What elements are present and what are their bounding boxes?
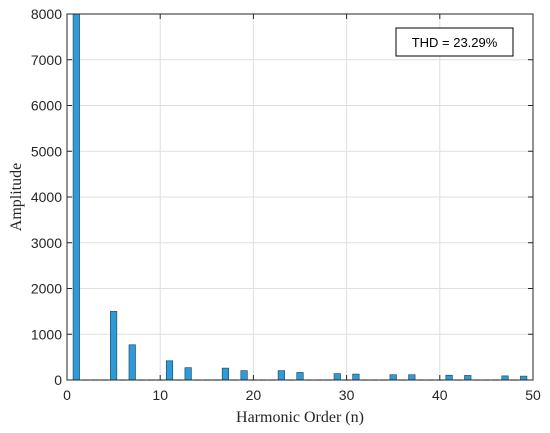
y-tick-label: 7000	[31, 52, 62, 68]
x-tick-label: 30	[339, 387, 355, 403]
bar-harmonic-37	[408, 374, 416, 381]
bar-harmonic-35	[389, 374, 397, 381]
thd-annotation: THD = 23.29%	[395, 27, 514, 57]
y-tick-label: 4000	[31, 189, 62, 205]
bar-harmonic-49	[520, 375, 528, 381]
y-axis-ticks: 0 1000 2000 3000 4000 5000 6000 7000 8000	[31, 6, 533, 388]
bar-harmonic-29	[333, 373, 341, 381]
x-tick-label: 40	[432, 387, 448, 403]
bar-harmonic-19	[240, 370, 248, 381]
y-tick-label: 2000	[31, 281, 62, 297]
x-tick-label: 0	[63, 387, 71, 403]
y-tick-label: 0	[54, 372, 62, 388]
bar-harmonic-47	[501, 375, 509, 381]
grid-lines	[66, 13, 534, 381]
thd-annotation-box	[395, 27, 514, 57]
y-tick-label: 5000	[31, 143, 62, 159]
bar-harmonic-17	[221, 367, 230, 381]
bar-harmonic-23	[277, 370, 285, 381]
bar-harmonic-43	[464, 375, 472, 381]
y-tick-label: 3000	[31, 235, 62, 251]
y-tick-label: 6000	[31, 98, 62, 114]
bar-harmonic-7	[128, 344, 136, 381]
bar-harmonic-41	[445, 374, 453, 381]
x-axis-ticks: 0 10 20 30 40 50	[63, 14, 541, 403]
x-tick-label: 20	[246, 387, 262, 403]
y-tick-label: 8000	[31, 6, 62, 22]
bar-harmonic-13	[184, 367, 192, 381]
bar-harmonic-5	[110, 311, 118, 381]
bar-harmonic-11	[165, 360, 174, 381]
y-axis-title: Amplitude	[8, 163, 25, 231]
y-tick-label: 1000	[31, 326, 62, 342]
bar-harmonic-1	[72, 13, 80, 381]
bar-harmonic-31	[352, 373, 360, 381]
x-tick-label: 10	[152, 387, 168, 403]
x-axis-title: Harmonic Order (n)	[236, 409, 364, 426]
bar-harmonic-25	[296, 372, 304, 381]
x-tick-label: 50	[525, 387, 541, 403]
thd-annotation-text: THD = 23.29%	[412, 35, 498, 50]
